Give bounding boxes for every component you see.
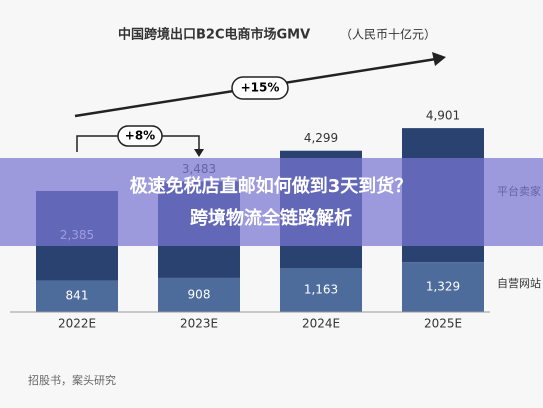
x-tick-label: 2025E (424, 317, 462, 331)
data-label: 841 (66, 289, 89, 303)
growth-arrow-15: +15% (74, 52, 446, 118)
annotation: +8% (125, 129, 155, 143)
bar-segment (36, 280, 118, 312)
total-label: 4,299 (304, 131, 338, 145)
x-tick-label: 2024E (302, 317, 340, 331)
chart-title: 中国跨境出口B2C电商市场GMV (118, 27, 310, 43)
banner-line: 极速免税店直邮如何做到3天到货？ (130, 175, 413, 197)
bar-segment (280, 268, 362, 312)
bar-segment (158, 277, 240, 312)
arrow-head (194, 149, 204, 157)
annotation-box (117, 125, 163, 147)
x-tick-label: 2022E (58, 317, 96, 331)
banner-line: 跨境物流全链路解析 (190, 207, 352, 229)
arrow-head (432, 52, 446, 66)
data-label: 908 (188, 287, 211, 301)
total-label: 4,901 (426, 109, 460, 123)
annotation: +15% (241, 81, 280, 95)
bar-segment (402, 262, 484, 312)
source: 招股书，案头研究 (28, 373, 116, 387)
data-label: 1,163 (304, 283, 338, 297)
chart-subtitle: （人民币十亿元） (340, 27, 436, 42)
x-tick-label: 2023E (180, 317, 218, 331)
data-label: 1,329 (426, 280, 460, 294)
annotation-box (231, 76, 289, 100)
banner (0, 158, 543, 246)
growth-arrow-8: +8% (76, 125, 204, 157)
legend-label: 自营网站 (497, 276, 541, 290)
